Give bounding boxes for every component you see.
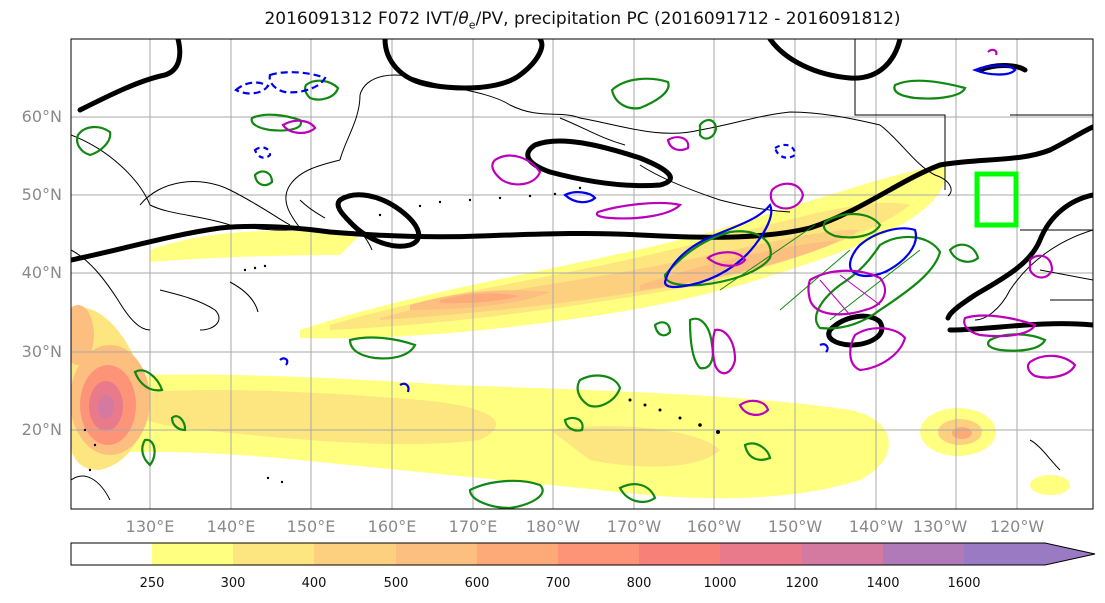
lon-label-170e: 170°E (448, 517, 498, 536)
colorbar-tick-400: 400 (301, 576, 327, 591)
colorbar-tick-300: 300 (220, 576, 246, 591)
lon-label-140e: 140°E (206, 517, 256, 536)
colorbar-tick-1000: 1000 (703, 576, 737, 591)
colorbar-tick-700: 700 (545, 576, 571, 591)
colorbar-bin-11 (964, 543, 1045, 565)
colorbar-bin-3 (314, 543, 396, 565)
colorbar-tick-1600: 1600 (947, 576, 981, 591)
map-title: 2016091312 F072 IVT/θe/PV, precipitation… (0, 9, 1105, 31)
lon-label-130e: 130°E (125, 517, 175, 536)
target-region-box (974, 171, 1019, 228)
lat-label-50n: 50°N (21, 185, 62, 204)
graticule (71, 39, 1093, 509)
colorbar-tick-600: 600 (464, 576, 490, 591)
pv-negative-contours (234, 64, 1017, 393)
colorbar-bin-4 (396, 543, 477, 565)
colorbar-bin-2 (233, 543, 314, 565)
colorbar-bin-0 (71, 543, 152, 565)
lon-label-120w: 120°W (989, 517, 1045, 536)
island-chains (83, 186, 720, 484)
colorbar-bin-9 (802, 543, 883, 565)
lon-label-180w: 180°W (525, 517, 581, 536)
theta-symbol: θ (458, 9, 469, 29)
lon-label-150e: 150°E (286, 517, 336, 536)
lon-label-170w: 170°W (606, 517, 662, 536)
lon-label-140w: 140°W (848, 517, 904, 536)
colorbar-outline (70, 542, 1096, 566)
map-content (71, 39, 1093, 509)
ivt-contours (71, 39, 1093, 348)
theta-subscript: e (468, 18, 476, 32)
title-suffix: /PV, precipitation PC (2016091712 - 2016… (475, 9, 901, 29)
lat-label-30n: 30°N (21, 342, 62, 361)
colorbar-bin-1 (152, 543, 233, 565)
colorbar-tick-500: 500 (383, 576, 409, 591)
colorbar-bin-5 (477, 543, 558, 565)
lon-label-130w: 130°W (912, 517, 968, 536)
colorbar-tick-250: 250 (139, 576, 165, 591)
colorbar-tick-1400: 1400 (866, 576, 900, 591)
map-frame (70, 38, 1094, 510)
lon-label-150w: 150°W (767, 517, 823, 536)
lat-label-20n: 20°N (21, 420, 62, 439)
ivt-shading (71, 165, 1070, 499)
colorbar (70, 542, 1096, 566)
colorbar-tick-1200: 1200 (785, 576, 819, 591)
pv-positive-contours (281, 48, 1077, 416)
colorbar-bin-8 (720, 543, 802, 565)
colorbar-tick-800: 800 (626, 576, 652, 591)
colorbar-extend-arrow (1045, 543, 1095, 565)
colorbar-bin-7 (639, 543, 720, 565)
lat-label-40n: 40°N (21, 263, 62, 282)
lat-label-60n: 60°N (21, 107, 62, 126)
title-prefix: 2016091312 F072 IVT/ (264, 9, 459, 29)
lon-label-160e: 160°E (367, 517, 417, 536)
colorbar-bin-10 (883, 543, 964, 565)
lon-label-160w: 160°W (686, 517, 742, 536)
colorbar-bin-6 (558, 543, 639, 565)
